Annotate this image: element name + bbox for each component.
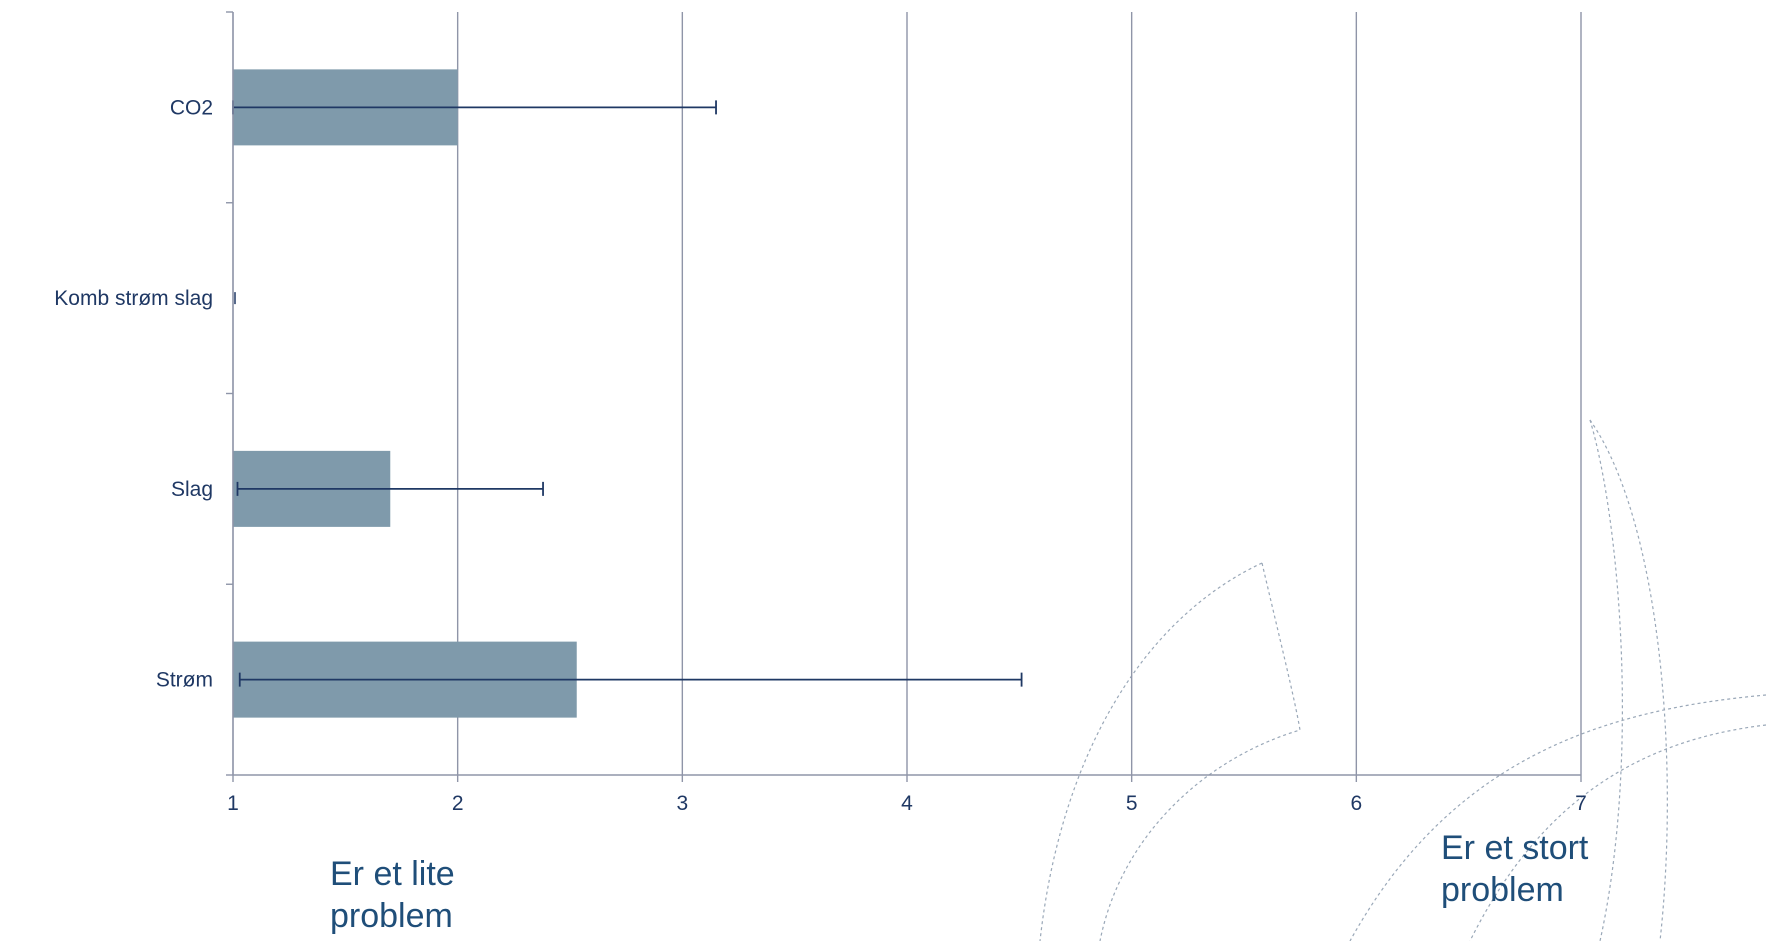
category-label-0: CO2	[170, 96, 213, 119]
category-label-1: Komb strøm slag	[54, 287, 213, 310]
high-annotation-line-1: Er et stort	[1441, 829, 1589, 867]
error-bars	[232, 100, 1023, 687]
high-annotation: Er et stort problem	[1441, 827, 1588, 911]
x-tick-label-7: 7	[1575, 792, 1587, 815]
bars	[233, 69, 577, 718]
category-labels: CO2 Komb strøm slag Slag Strøm	[54, 96, 213, 691]
x-tick-label-5: 5	[1126, 792, 1138, 815]
background-arc-decoration	[1039, 419, 1766, 941]
low-annotation: Er et lite problem	[330, 853, 455, 937]
low-annotation-line-2: problem	[330, 897, 453, 935]
x-tick-label-3: 3	[676, 792, 688, 815]
x-tick-labels: 1 2 3 4 5 6 7	[227, 792, 1587, 815]
category-label-3: Strøm	[156, 669, 213, 692]
high-annotation-line-2: problem	[1441, 871, 1564, 909]
x-tick-label-4: 4	[901, 792, 913, 815]
x-tick-label-6: 6	[1350, 792, 1362, 815]
axes	[226, 11, 1582, 782]
low-annotation-line-1: Er et lite	[330, 855, 455, 893]
x-tick-label-2: 2	[452, 792, 464, 815]
x-tick-label-1: 1	[227, 792, 239, 815]
category-label-2: Slag	[171, 478, 213, 501]
